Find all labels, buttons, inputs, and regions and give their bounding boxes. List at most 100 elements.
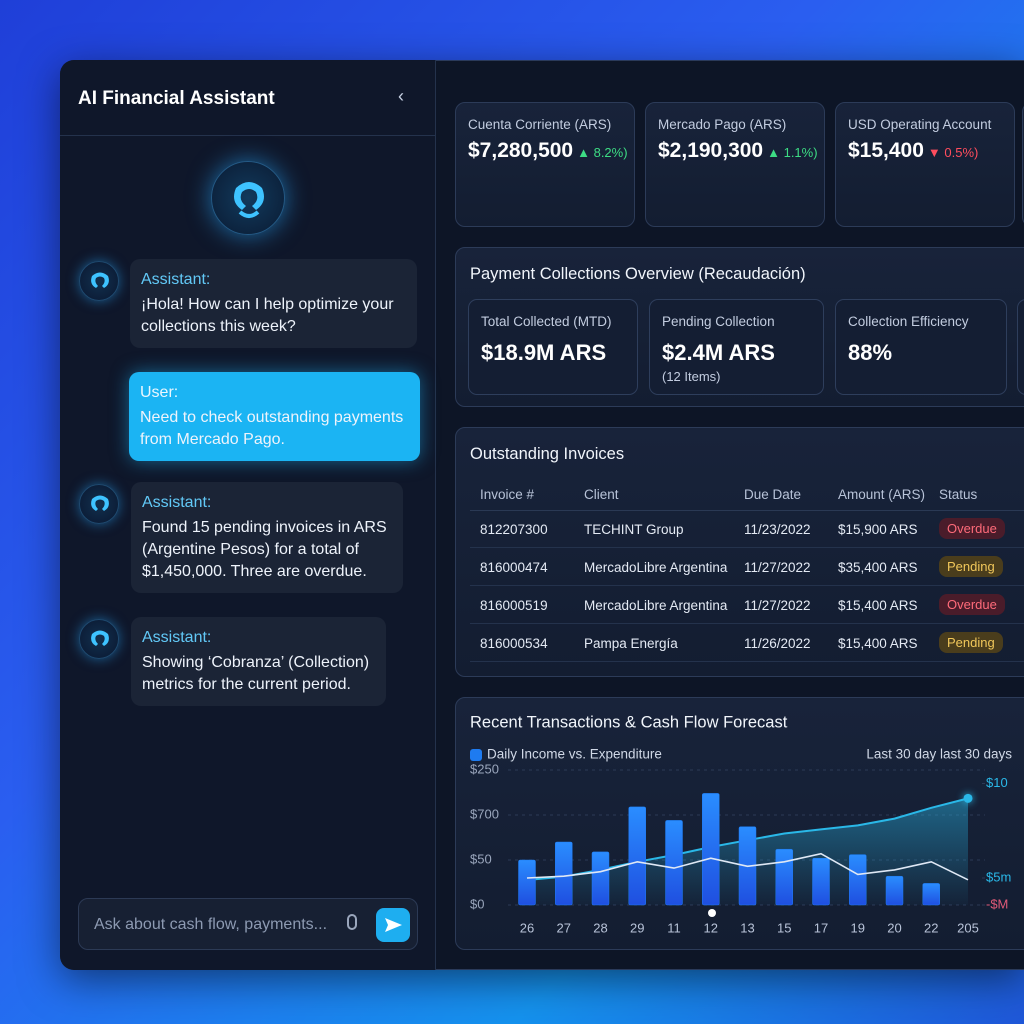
metric-value: $18.9M ARS	[481, 340, 607, 365]
status-pill: Pending	[939, 632, 1003, 653]
mic-icon[interactable]	[347, 914, 357, 930]
bar	[885, 875, 904, 906]
bar	[518, 859, 536, 906]
y-tick-label: $0	[470, 896, 484, 911]
status-pill: Overdue	[939, 594, 1005, 615]
table-divider	[470, 510, 1024, 511]
table-cell: 11/27/2022	[744, 598, 811, 613]
message-role: Assistant:	[141, 271, 211, 288]
balance-value: $2,190,300	[658, 139, 764, 162]
metric-note: (12 Items)	[662, 369, 721, 384]
chat-message: Assistant: Showing ‘Cobranza’ (Collection…	[131, 617, 386, 706]
y-tick-label: $250	[470, 761, 499, 776]
table-cell: 816000474	[480, 560, 548, 575]
metric-card: Total Collected (MTD) $18.9M ARS	[468, 299, 638, 395]
y2-tick-label: $5m	[986, 869, 1011, 884]
sidebar-title: AI Financial Assistant	[78, 88, 275, 109]
logo-icon	[234, 182, 264, 218]
y-tick-label: $50	[470, 851, 492, 866]
current-day-marker	[708, 909, 716, 917]
account-card: USD Operating Account $15,400 ▼ 0.5%)	[835, 102, 1015, 227]
balance-change: ▲ 1.1%)	[767, 145, 818, 160]
message-avatar	[79, 261, 119, 301]
assistant-logo	[211, 161, 285, 235]
table-cell: 11/26/2022	[744, 636, 811, 651]
column-header: Invoice #	[480, 487, 535, 502]
x-tick-label: 12	[704, 920, 718, 935]
x-tick-label: 28	[593, 920, 607, 935]
message-text: Found 15 pending invoices in ARS (Argent…	[142, 519, 387, 580]
bar	[812, 857, 830, 906]
legend-label: Daily Income vs. Expenditure	[487, 747, 662, 762]
send-button[interactable]	[376, 908, 410, 942]
column-header: Due Date	[744, 487, 802, 502]
table-cell: Pampa Energía	[584, 636, 678, 651]
chat-input[interactable]: Ask about cash flow, payments...	[78, 898, 418, 950]
message-role: Assistant:	[142, 494, 212, 511]
message-text: Showing ‘Cobranza’ (Collection) metrics …	[142, 654, 370, 693]
table-cell: 816000519	[480, 598, 548, 613]
input-placeholder: Ask about cash flow, payments...	[94, 916, 328, 933]
account-balance: $15,400 ▼ 0.5%)	[848, 139, 978, 163]
header-divider	[60, 135, 435, 136]
account-card: Mercado Pago (ARS) $2,190,300 ▲ 1.1%)	[645, 102, 825, 227]
legend-swatch	[470, 749, 482, 761]
collections-panel: Payment Collections Overview (Recaudació…	[455, 247, 1024, 407]
table-cell: 11/23/2022	[744, 522, 811, 537]
x-tick-label: 13	[740, 920, 754, 935]
message-role: Assistant:	[142, 629, 212, 646]
x-tick-label: 26	[520, 920, 534, 935]
message-avatar	[79, 619, 119, 659]
table-cell: $15,900 ARS	[838, 522, 918, 537]
bar	[591, 851, 610, 906]
table-cell: MercadoLibre Argentina	[584, 560, 728, 575]
y2-tick-label: -$M	[986, 896, 1008, 911]
x-tick-label: 15	[777, 920, 791, 935]
table-cell: $15,400 ARS	[838, 636, 918, 651]
account-card: Cuenta Corriente (ARS) $7,280,500 ▲ 8.2%)	[455, 102, 635, 227]
x-tick-label: 20	[887, 920, 901, 935]
collapse-button[interactable]: ‹	[398, 86, 404, 106]
row-divider	[470, 585, 1024, 586]
x-tick-label: 29	[630, 920, 644, 935]
table-cell: MercadoLibre Argentina	[584, 598, 728, 613]
account-name: Cuenta Corriente (ARS)	[468, 117, 612, 132]
account-balance: $7,280,500 ▲ 8.2%)	[468, 139, 628, 163]
row-divider	[470, 547, 1024, 548]
message-avatar	[79, 484, 119, 524]
column-header: Status	[939, 487, 978, 502]
bar	[775, 848, 793, 906]
bar	[849, 854, 867, 906]
table-cell: $15,400 ARS	[838, 598, 918, 613]
status-pill: Overdue	[939, 518, 1005, 539]
metric-label: Collection Efficiency	[848, 314, 969, 329]
x-tick-label: 11	[667, 920, 681, 935]
balance-change: ▲ 8.2%)	[577, 145, 628, 160]
message-text: Need to check outstanding payments from …	[140, 409, 404, 448]
bar	[665, 820, 683, 906]
y-tick-label: $700	[470, 806, 499, 821]
send-icon	[385, 918, 402, 932]
row-divider	[470, 661, 1024, 662]
panel-title: Payment Collections Overview (Recaudació…	[470, 265, 806, 283]
metric-value: $2.4M ARS	[662, 340, 775, 365]
message-role: User:	[140, 384, 179, 401]
account-name: USD Operating Account	[848, 117, 992, 132]
x-tick-label: 19	[851, 920, 865, 935]
account-balance: $2,190,300 ▲ 1.1%)	[658, 139, 818, 163]
chart-title: Recent Transactions & Cash Flow Forecast	[470, 713, 788, 731]
bar	[628, 806, 646, 906]
y2-tick-label: $10	[986, 775, 1008, 790]
row-divider	[470, 623, 1024, 624]
x-tick-label: 22	[924, 920, 938, 935]
message-text: ¡Hola! How can I help optimize your coll…	[141, 296, 394, 335]
invoices-panel: Outstanding Invoices Invoice # Client Due …	[455, 427, 1024, 677]
bar	[922, 883, 940, 906]
metric-card: Collection Efficiency 88%	[835, 299, 1007, 395]
table-cell: 816000534	[480, 636, 548, 651]
metric-value: 88%	[848, 340, 893, 365]
chat-message: User: Need to check outstanding payments …	[129, 372, 420, 461]
column-header: Amount (ARS)	[838, 487, 926, 502]
